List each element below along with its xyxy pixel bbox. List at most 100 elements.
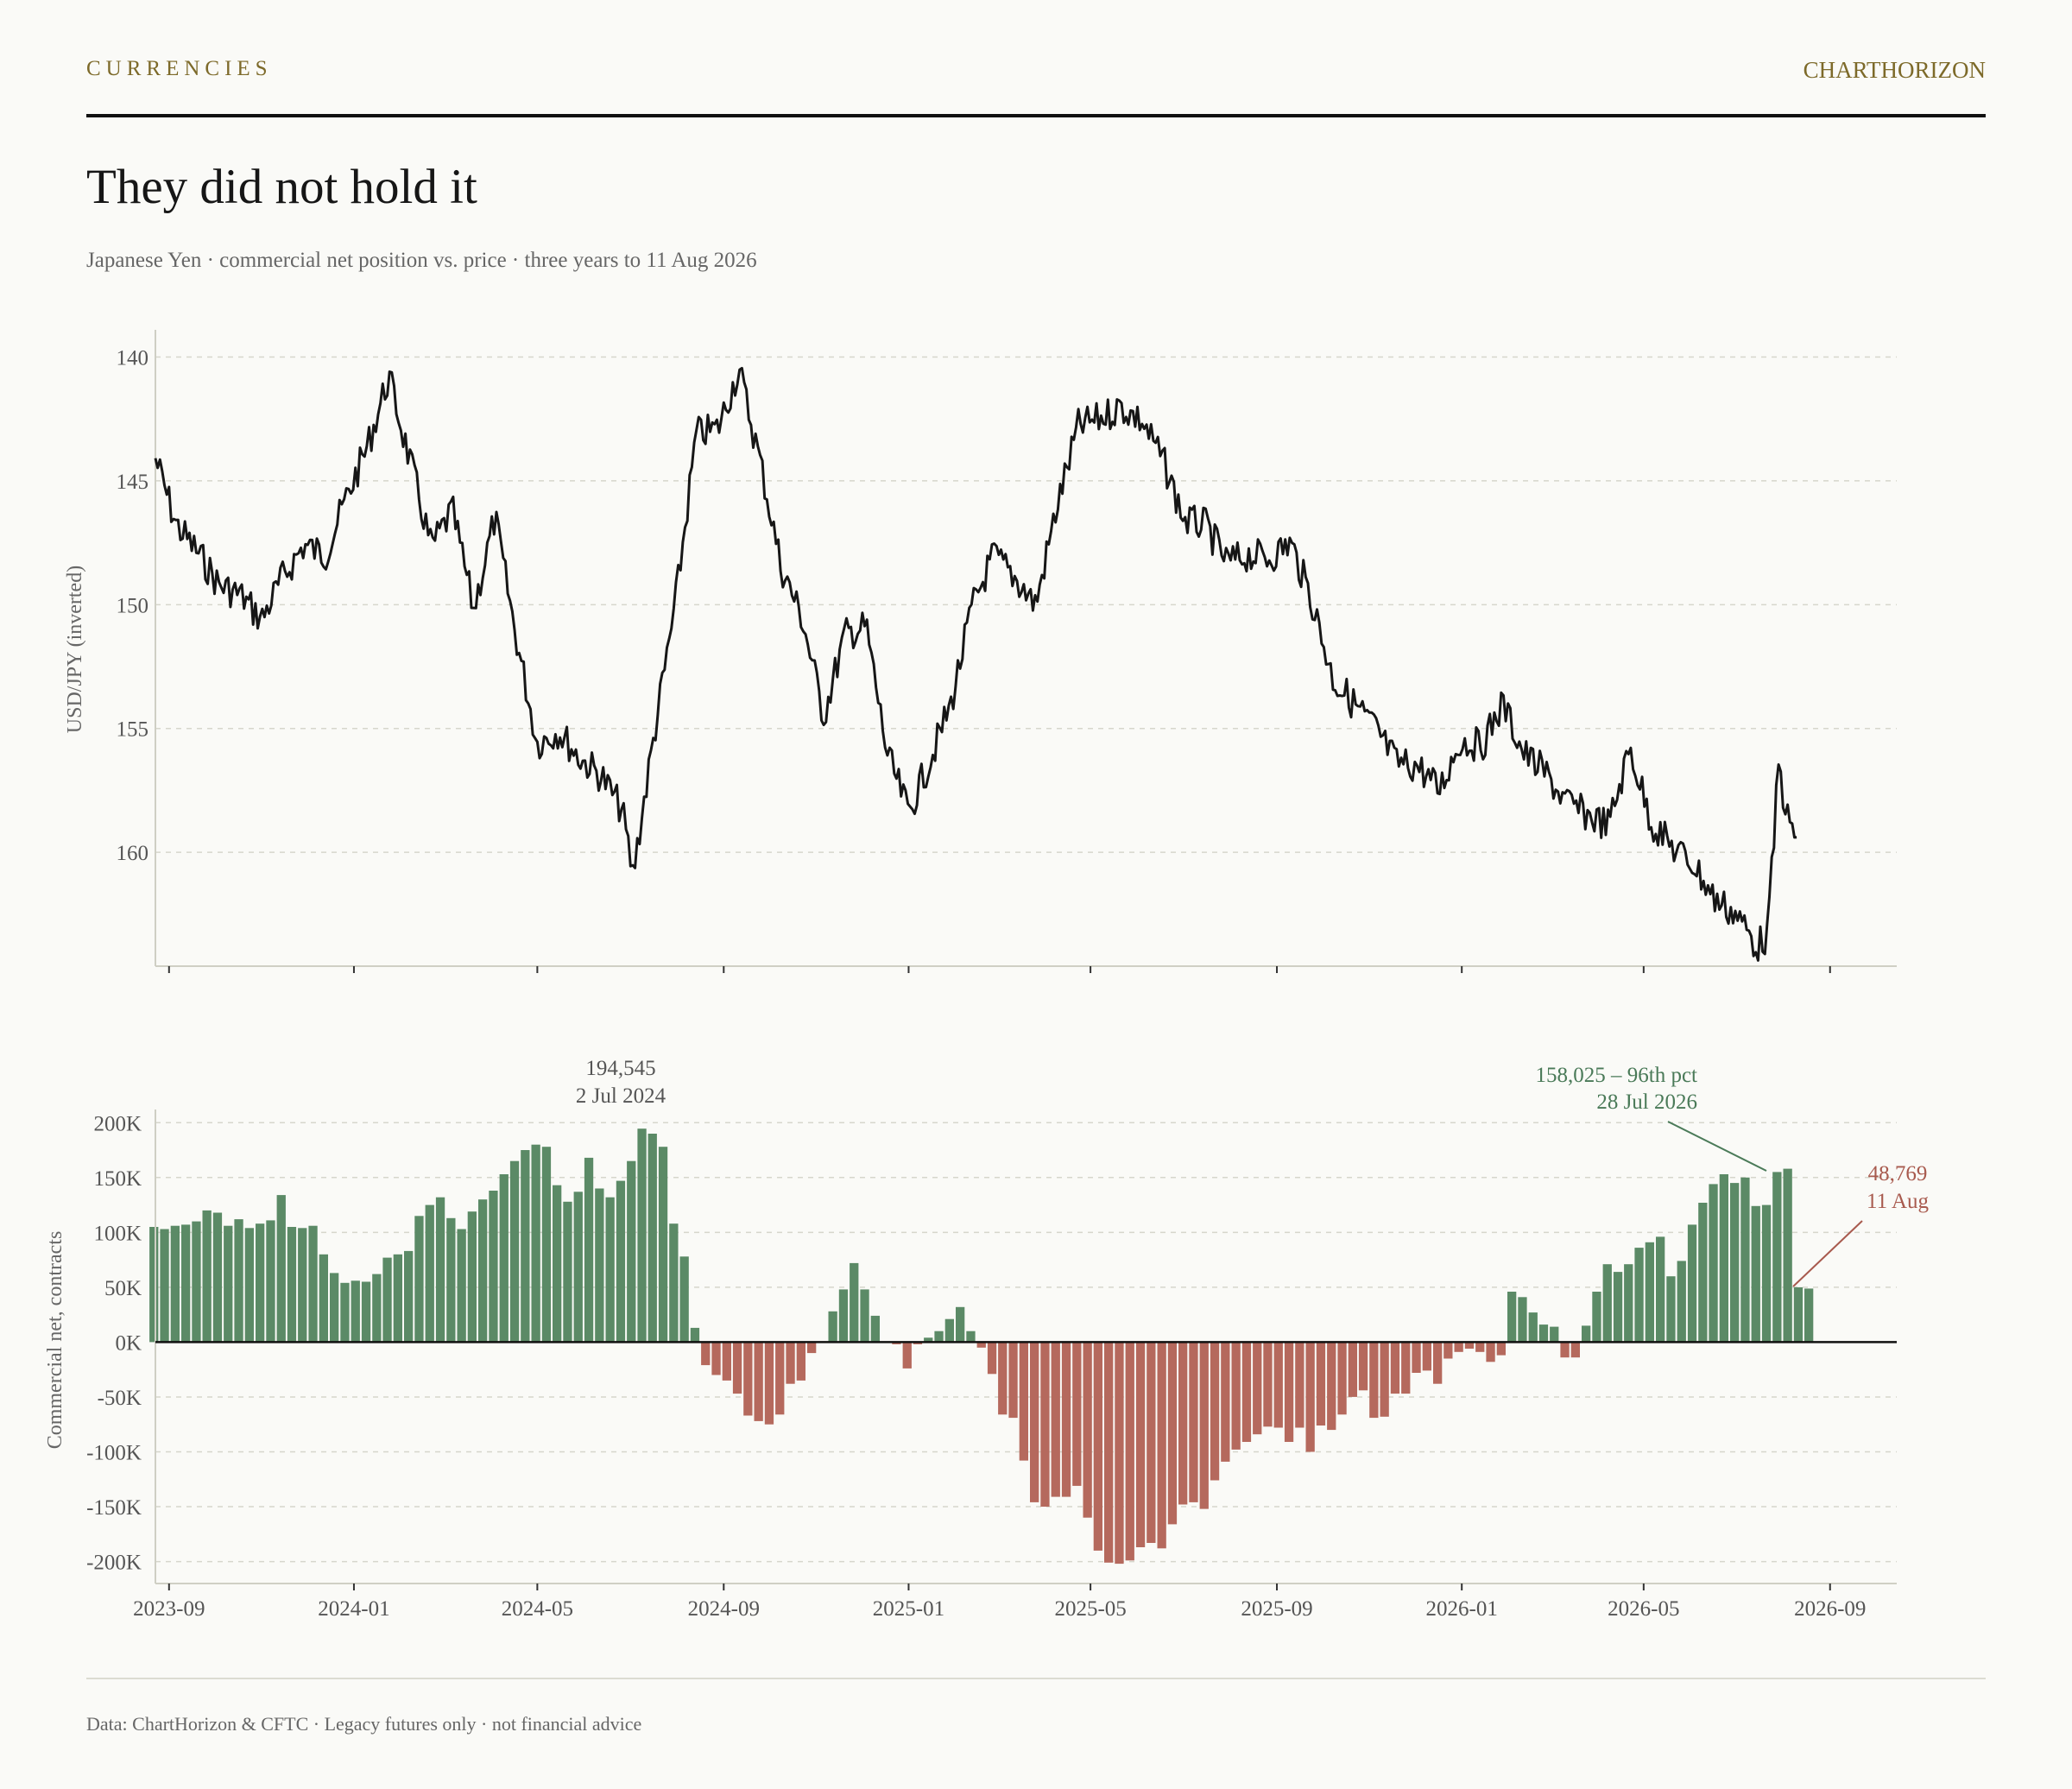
positions-bar [1582,1325,1591,1343]
positions-bar [1093,1342,1102,1551]
positions-bar [1295,1342,1304,1428]
positions-y-tick-label: 100K [93,1222,142,1245]
positions-bar [149,1227,159,1343]
positions-bar [775,1342,785,1415]
positions-bar [1433,1342,1443,1384]
positions-bar [414,1216,424,1343]
positions-bar [1709,1184,1718,1343]
positions-bar [1104,1342,1114,1563]
positions-bar [743,1342,753,1416]
positions-bar [1560,1342,1570,1358]
positions-bar [1273,1342,1283,1428]
positions-bar [1528,1312,1538,1343]
positions-bar [944,1318,954,1343]
positions-bar [850,1262,859,1343]
footer-rule [86,1678,1986,1679]
positions-panel: 200K 150K 100K 50K 0K -50K -100K -150K -200K 202… [44,1057,1929,1621]
source-footer: Data: ChartHorizon & CFTC · Legacy futur… [86,1713,642,1735]
latest-annotation-value: 48,769 [1868,1162,1928,1185]
positions-bar [711,1342,721,1375]
positions-bar [1507,1292,1517,1343]
price-series-line [154,366,1797,962]
positions-bar [956,1306,965,1343]
price-panel: 140 145 150 155 160 USD/JPY (inverted) [64,330,1897,973]
positions-bar [467,1211,477,1343]
positions-bar [287,1227,297,1343]
positions-bar [1231,1342,1241,1450]
positions-x-tick-label: 2026-09 [1794,1597,1866,1621]
positions-bar [1083,1342,1092,1518]
positions-bar [425,1204,434,1343]
positions-x-tick-label: 2024-05 [502,1597,573,1621]
positions-bar [732,1342,742,1394]
positions-bar [637,1128,647,1343]
positions-bar [1263,1342,1273,1427]
positions-bar [976,1342,986,1348]
positions-bar [1772,1172,1782,1343]
positions-bar [605,1197,615,1343]
positions-bar [1178,1342,1188,1505]
positions-y-tick-label: -150K [86,1496,142,1520]
price-y-tick-label: 145 [117,471,149,494]
positions-bar [1316,1342,1326,1426]
positions-bar [1051,1342,1060,1497]
positions-bar [616,1180,626,1343]
positions-bar [1656,1236,1665,1343]
positions-bar [404,1250,414,1343]
positions-x-tick-label: 2026-05 [1608,1597,1679,1621]
positions-bar [372,1274,382,1343]
positions-bar [1698,1203,1708,1343]
positions-bar [553,1185,562,1343]
positions-bar [1443,1342,1453,1359]
price-y-axis-label: USD/JPY (inverted) [64,566,86,733]
positions-bar [1210,1342,1220,1481]
positions-bar [1167,1342,1178,1525]
positions-bar [1358,1342,1368,1391]
positions-bar [1645,1242,1654,1343]
positions-bar [1475,1342,1485,1352]
positions-bar [595,1188,604,1343]
positions-bar [1337,1342,1347,1415]
positions-bar [987,1342,997,1375]
positions-bar [1804,1288,1814,1343]
positions-bar [679,1256,689,1343]
positions-bar [1157,1342,1166,1549]
positions-bar [308,1225,318,1343]
positions-bar [722,1342,731,1381]
positions-bar [1793,1286,1804,1343]
positions-y-tick-label: -200K [86,1552,142,1575]
positions-bar [966,1331,976,1343]
positions-bar [701,1342,711,1366]
positions-bar [1538,1324,1549,1343]
positions-bar [256,1223,265,1343]
section-kicker: CURRENCIES [86,57,273,80]
positions-bar [1401,1342,1411,1394]
positions-bar [1380,1342,1389,1417]
positions-bar [796,1342,805,1381]
positions-bar [870,1315,880,1343]
positions-bar [669,1223,679,1343]
positions-y-tick-label: 50K [104,1277,142,1300]
positions-bar [828,1311,837,1343]
price-y-tick-label: 155 [117,718,149,742]
positions-y-tick-label: 200K [93,1112,142,1135]
positions-bar [1730,1183,1740,1343]
positions-bar [541,1147,552,1343]
price-y-tick-label: 150 [117,594,149,617]
positions-bar [1550,1326,1559,1343]
positions-bar [234,1219,243,1343]
positions-bar [1327,1342,1336,1431]
positions-bar [998,1342,1008,1415]
latest-annotation-date: 11 Aug [1867,1190,1929,1213]
positions-bar [1422,1342,1431,1371]
positions-bar [160,1229,169,1343]
positions-bar [1570,1342,1580,1358]
positions-bar [1040,1342,1050,1507]
positions-bar [1147,1342,1156,1543]
high-annotation-leader [1667,1121,1767,1172]
positions-bar [489,1191,498,1343]
positions-bar [584,1157,594,1343]
positions-x-tick-label: 2024-09 [688,1597,760,1621]
positions-y-tick-label: -100K [86,1442,142,1465]
brand-logo-text[interactable]: CHARTHORIZON [1803,57,1986,83]
